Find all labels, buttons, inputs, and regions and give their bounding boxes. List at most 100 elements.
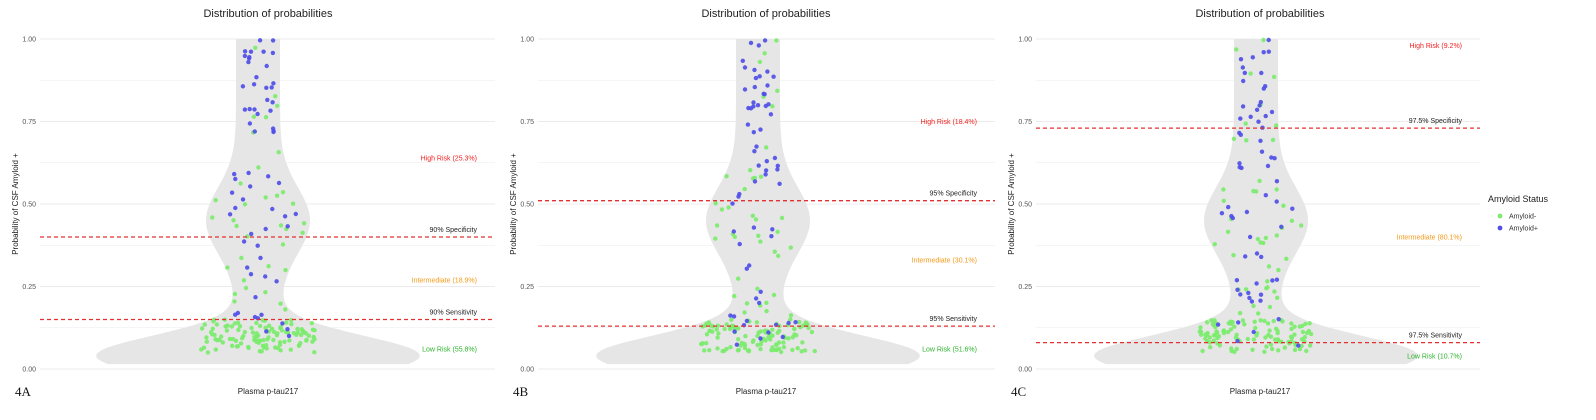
data-point-amyloid-neg <box>1203 336 1208 341</box>
data-point-amyloid-neg <box>757 59 763 65</box>
data-point-amyloid-pos <box>752 67 757 73</box>
data-point-amyloid-pos <box>744 318 750 324</box>
data-point-amyloid-neg <box>254 320 259 326</box>
data-point-amyloid-pos <box>1259 254 1264 260</box>
data-point-amyloid-pos <box>1279 224 1284 229</box>
data-point-amyloid-neg <box>299 332 304 338</box>
data-point-amyloid-pos <box>248 49 254 54</box>
data-point-amyloid-pos <box>777 181 782 186</box>
data-point-amyloid-neg <box>1275 295 1280 300</box>
data-point-amyloid-neg <box>1272 289 1277 294</box>
data-point-amyloid-neg <box>303 331 309 336</box>
data-point-amyloid-pos <box>254 75 259 80</box>
data-point-amyloid-neg <box>710 324 716 329</box>
data-point-amyloid-neg <box>770 104 775 109</box>
data-point-amyloid-neg <box>753 217 759 222</box>
data-point-amyloid-neg <box>1284 256 1289 261</box>
data-point-amyloid-neg <box>714 223 720 228</box>
data-point-amyloid-pos <box>233 176 238 182</box>
data-point-amyloid-neg <box>707 348 712 353</box>
data-point-amyloid-pos <box>248 184 253 189</box>
data-point-amyloid-neg <box>788 245 793 250</box>
data-point-amyloid-pos <box>285 224 290 229</box>
data-point-amyloid-neg <box>1265 279 1270 284</box>
data-point-amyloid-neg <box>312 328 317 333</box>
data-point-amyloid-neg <box>1251 303 1256 309</box>
data-point-amyloid-neg <box>790 347 795 353</box>
panel-label: 4B <box>513 384 529 399</box>
y-tick-label: 0.00 <box>520 367 534 374</box>
data-point-amyloid-neg <box>241 333 246 339</box>
data-point-amyloid-neg <box>746 348 752 353</box>
y-tick-label: 0.50 <box>520 202 534 209</box>
data-point-amyloid-pos <box>762 92 767 97</box>
data-point-amyloid-neg <box>742 345 748 351</box>
data-point-amyloid-neg <box>1292 324 1297 329</box>
data-point-amyloid-pos <box>1276 317 1281 322</box>
data-point-amyloid-neg <box>1279 339 1284 344</box>
data-point-amyloid-pos <box>1243 254 1248 259</box>
data-point-amyloid-pos <box>748 40 754 46</box>
violin <box>596 39 920 365</box>
data-point-amyloid-pos <box>266 174 271 179</box>
data-point-amyloid-pos <box>245 265 250 270</box>
data-point-amyloid-neg <box>1243 287 1249 292</box>
y-tick-label: 0.50 <box>22 202 36 209</box>
data-point-amyloid-pos <box>780 334 785 340</box>
y-tick-label: 0.25 <box>520 284 534 291</box>
data-point-amyloid-neg <box>1221 187 1226 192</box>
data-point-amyloid-neg <box>1265 285 1270 290</box>
data-point-amyloid-neg <box>809 329 815 335</box>
data-point-amyloid-neg <box>253 45 258 50</box>
data-point-amyloid-neg <box>289 321 294 327</box>
data-point-amyloid-neg <box>1266 332 1271 338</box>
data-point-amyloid-neg <box>1244 138 1249 143</box>
data-point-amyloid-neg <box>715 335 720 340</box>
data-point-amyloid-pos <box>1241 78 1246 84</box>
data-point-amyloid-pos <box>263 274 268 279</box>
data-point-amyloid-pos <box>1248 114 1253 120</box>
data-point-amyloid-neg <box>291 330 297 336</box>
data-point-amyloid-neg <box>719 207 725 212</box>
data-point-amyloid-pos <box>261 49 266 54</box>
data-point-amyloid-pos <box>771 74 776 79</box>
data-point-amyloid-neg <box>263 290 268 295</box>
data-point-amyloid-neg <box>301 221 307 226</box>
data-point-amyloid-neg <box>231 218 236 223</box>
data-point-amyloid-neg <box>1275 330 1280 336</box>
legend-swatch <box>1497 213 1503 219</box>
data-point-amyloid-neg <box>234 344 240 349</box>
data-point-amyloid-neg <box>764 145 769 150</box>
data-point-amyloid-pos <box>274 279 279 284</box>
data-point-amyloid-neg <box>748 168 753 173</box>
data-point-amyloid-neg <box>229 324 234 329</box>
data-point-amyloid-neg <box>1289 321 1294 326</box>
panel-label: 4C <box>1011 384 1026 399</box>
data-point-amyloid-neg <box>1304 348 1309 354</box>
data-point-amyloid-neg <box>223 324 228 329</box>
data-point-amyloid-neg <box>256 165 261 170</box>
data-point-amyloid-pos <box>1242 70 1248 76</box>
data-point-amyloid-neg <box>215 338 220 343</box>
data-point-amyloid-pos <box>1256 119 1261 124</box>
data-point-amyloid-neg <box>251 114 257 119</box>
data-point-amyloid-neg <box>1262 318 1267 324</box>
data-point-amyloid-neg <box>263 343 269 348</box>
data-point-amyloid-pos <box>1234 278 1240 283</box>
data-point-amyloid-neg <box>776 253 781 259</box>
data-point-amyloid-pos <box>264 85 269 91</box>
data-point-amyloid-neg <box>199 347 204 352</box>
data-point-amyloid-pos <box>731 229 736 234</box>
data-point-amyloid-neg <box>202 322 207 327</box>
data-point-amyloid-neg <box>1228 327 1234 332</box>
data-point-amyloid-pos <box>1258 99 1264 105</box>
data-point-amyloid-pos <box>769 234 774 239</box>
legend: Amyloid Status Amyloid- Amyloid+ <box>1488 194 1549 233</box>
legend-item-label: Amyloid+ <box>1509 226 1538 233</box>
data-point-amyloid-neg <box>1270 137 1276 143</box>
data-point-amyloid-neg <box>1198 332 1204 337</box>
data-point-amyloid-neg <box>781 340 786 345</box>
data-point-amyloid-neg <box>1258 318 1263 323</box>
data-point-amyloid-neg <box>205 350 211 355</box>
data-point-amyloid-pos <box>765 83 770 88</box>
